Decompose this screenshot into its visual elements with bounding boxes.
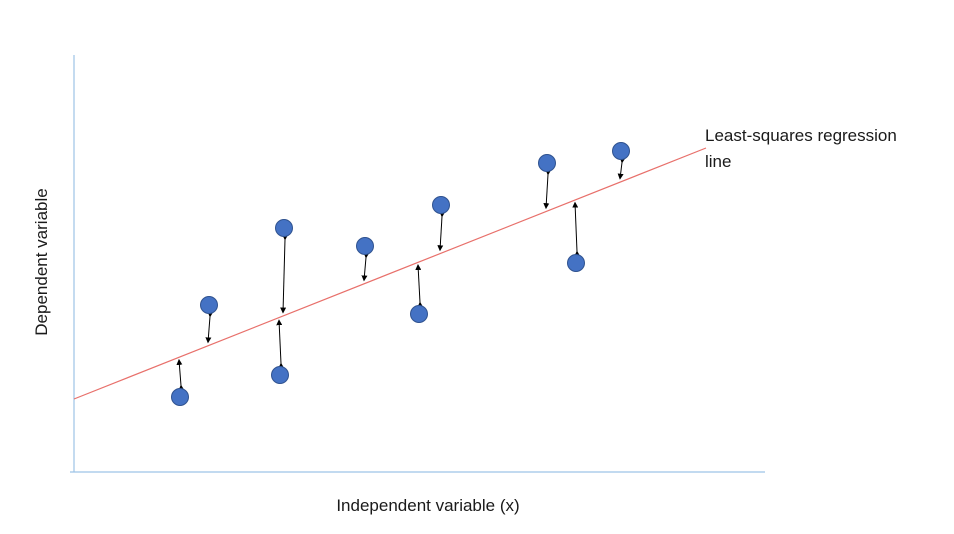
residual-arrow-5: [361, 252, 370, 282]
data-point-4: [275, 219, 293, 237]
residual-arrow-6: [415, 263, 424, 308]
data-point-10: [612, 142, 630, 160]
residual-arrow-3: [276, 319, 285, 369]
residual-arrow-9: [572, 201, 581, 257]
residual-arrow-8: [543, 169, 552, 210]
regression-line-label-line1: Least-squares regression: [705, 126, 897, 145]
data-point-6: [410, 305, 428, 323]
residual-arrow-2: [205, 311, 214, 344]
regression-line-label: Least-squares regression line: [705, 123, 897, 175]
data-point-7: [432, 196, 450, 214]
y-axis-label: Dependent variable: [32, 188, 51, 336]
residual-arrow-7: [437, 211, 446, 252]
data-point-8: [538, 154, 556, 172]
data-point-1: [171, 388, 189, 406]
regression-line-label-line2: line: [705, 152, 732, 171]
residual-arrows: [176, 157, 626, 391]
data-points: [171, 142, 630, 406]
data-point-3: [271, 366, 289, 384]
data-point-5: [356, 237, 374, 255]
x-axis-label: Independent variable (x): [336, 496, 520, 515]
residual-arrow-4: [280, 234, 289, 314]
data-point-9: [567, 254, 585, 272]
regression-line: [73, 147, 707, 400]
data-point-2: [200, 296, 218, 314]
residual-arrow-1: [176, 358, 185, 391]
residual-arrow-10: [617, 157, 626, 180]
